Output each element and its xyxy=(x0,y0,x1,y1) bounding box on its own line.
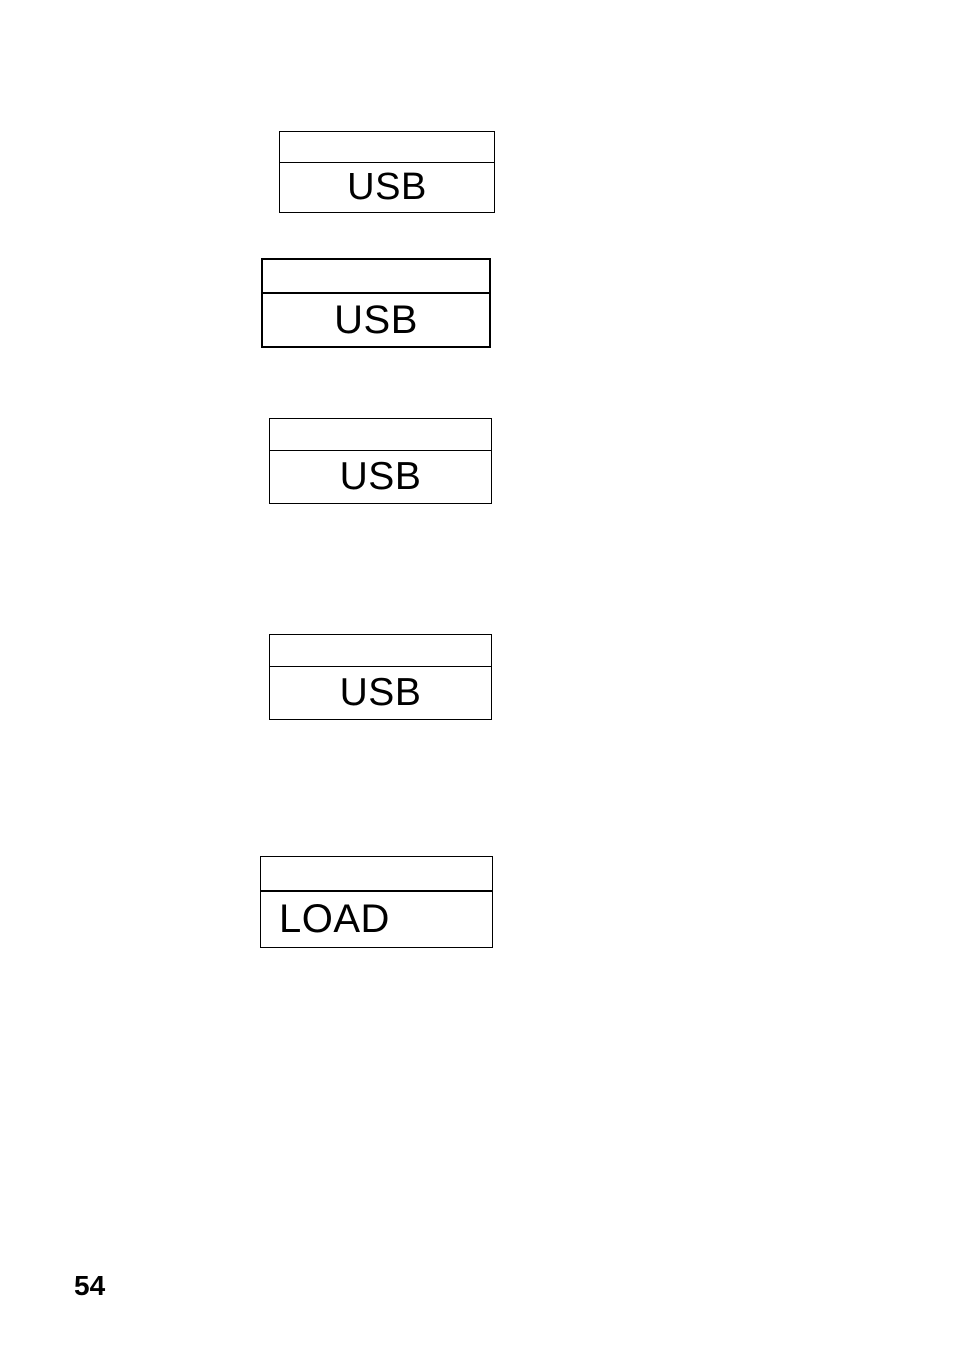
display-box-label-area: USB xyxy=(280,163,494,212)
display-box-label-area: USB xyxy=(270,451,491,503)
display-box-top-strip xyxy=(270,635,491,667)
display-box-usb-1: USB xyxy=(279,131,495,213)
display-box-top-strip xyxy=(270,419,491,451)
display-box-load: LOAD xyxy=(260,856,493,948)
display-box-usb-3: USB xyxy=(269,418,492,504)
display-box-usb-2: USB xyxy=(261,258,491,348)
display-box-label: USB xyxy=(347,166,427,209)
display-box-top-strip xyxy=(280,132,494,163)
display-box-label-area: USB xyxy=(270,667,491,719)
display-box-label: USB xyxy=(334,298,418,343)
display-box-usb-4: USB xyxy=(269,634,492,720)
page-number: 54 xyxy=(74,1270,105,1302)
display-box-top-strip xyxy=(261,857,492,892)
display-box-top-strip xyxy=(263,260,489,294)
display-box-label-area: LOAD xyxy=(261,892,492,947)
display-box-label: USB xyxy=(340,455,422,499)
display-box-label-area: USB xyxy=(263,294,489,346)
display-box-label: USB xyxy=(340,671,422,715)
display-box-label: LOAD xyxy=(279,897,390,942)
